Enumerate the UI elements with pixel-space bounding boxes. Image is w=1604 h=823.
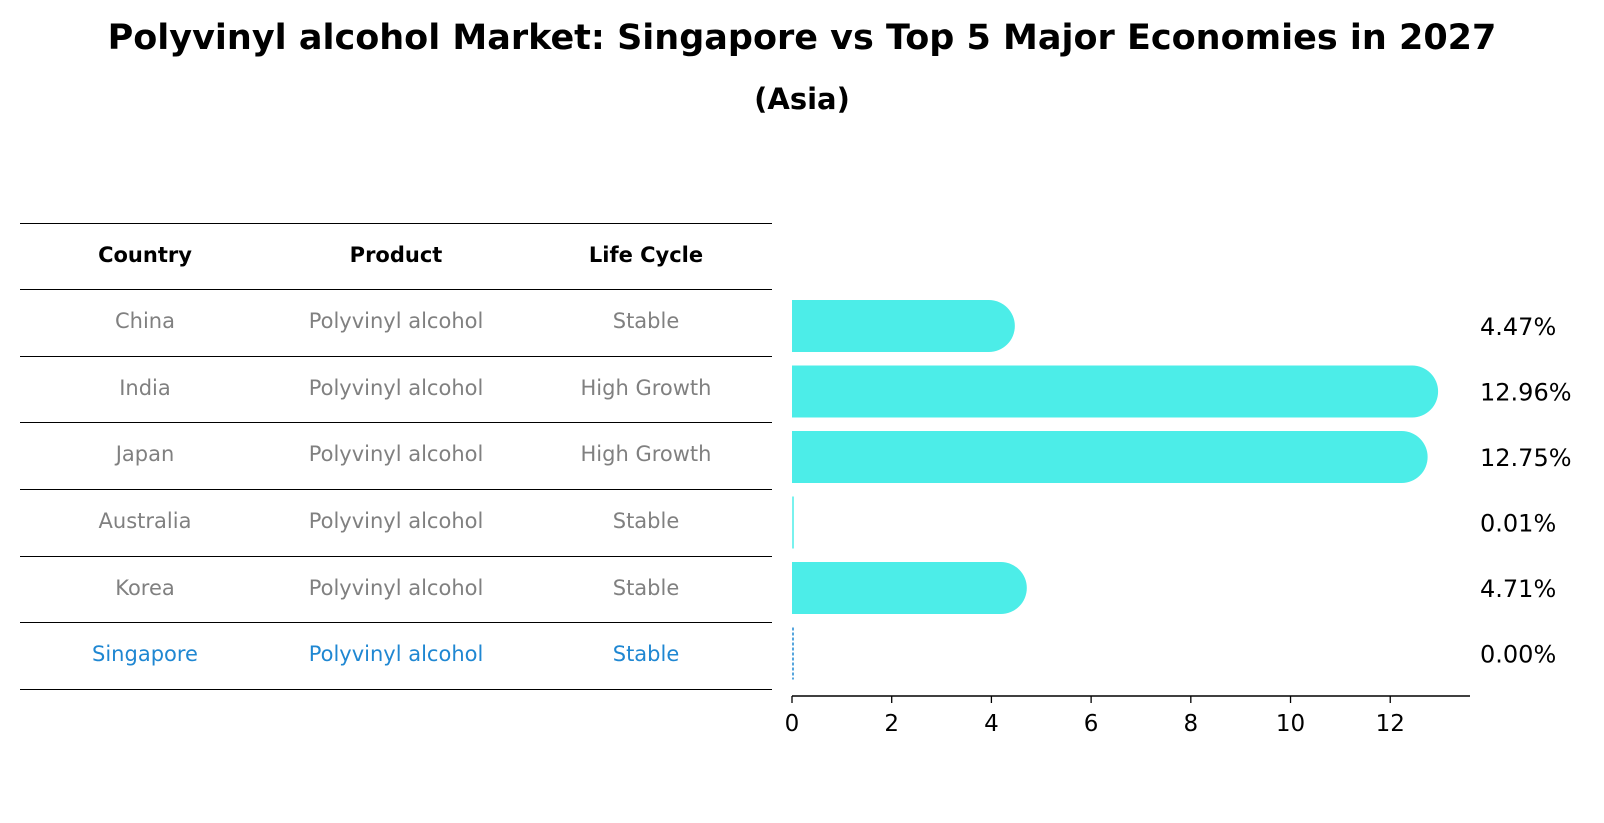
table-rule xyxy=(20,489,772,490)
table-cell-life-cycle: Stable xyxy=(612,309,680,333)
table-rule xyxy=(20,223,772,224)
table-rule xyxy=(20,356,772,357)
table-cell-country: China xyxy=(115,309,175,333)
table-cell-product: Polyvinyl alcohol xyxy=(308,376,484,400)
bar xyxy=(792,431,1428,483)
table-header-product: Product xyxy=(349,243,443,267)
bar-value-label: 12.75% xyxy=(1480,444,1572,472)
table-rule xyxy=(20,622,772,623)
chart-title: Polyvinyl alcohol Market: Singapore vs T… xyxy=(107,18,1497,58)
table-cell-life-cycle: Stable xyxy=(612,576,680,600)
table-cell-product: Polyvinyl alcohol xyxy=(308,642,484,666)
bar-value-label: 0.01% xyxy=(1480,510,1556,538)
x-tick-label: 10 xyxy=(1276,711,1305,737)
bar xyxy=(792,562,1027,614)
bar xyxy=(792,365,1439,418)
x-tick-label: 0 xyxy=(785,711,800,737)
table-cell-life-cycle: Stable xyxy=(612,642,680,666)
x-tick-label: 6 xyxy=(1084,711,1099,737)
table-cell-country: Korea xyxy=(115,576,175,600)
table-cell-product: Polyvinyl alcohol xyxy=(308,309,484,333)
table-cell-life-cycle: High Growth xyxy=(580,442,712,466)
table-header-life-cycle: Life Cycle xyxy=(588,243,704,267)
table-cell-product: Polyvinyl alcohol xyxy=(308,509,484,533)
x-tick-label: 2 xyxy=(884,711,899,737)
table-header-country: Country xyxy=(98,243,192,267)
table-cell-country: Japan xyxy=(115,442,175,466)
chart-subtitle: (Asia) xyxy=(754,82,850,116)
bar-value-label: 0.00% xyxy=(1480,641,1556,669)
x-tick-label: 8 xyxy=(1184,711,1199,737)
table-cell-product: Polyvinyl alcohol xyxy=(308,576,484,600)
table-cell-country: Australia xyxy=(98,509,192,533)
table-cell-product: Polyvinyl alcohol xyxy=(308,442,484,466)
table-rule xyxy=(20,689,772,690)
table-cell-life-cycle: Stable xyxy=(612,509,680,533)
table-rule xyxy=(20,289,772,290)
x-tick-label: 12 xyxy=(1376,711,1405,737)
bar-value-label: 4.47% xyxy=(1480,313,1556,341)
bar xyxy=(792,300,1015,352)
bar-value-label: 12.96% xyxy=(1480,379,1572,407)
table-cell-life-cycle: High Growth xyxy=(580,376,712,400)
x-tick-label: 4 xyxy=(984,711,999,737)
table-cell-country: India xyxy=(119,376,171,400)
table-rule xyxy=(20,556,772,557)
table-rule xyxy=(20,422,772,423)
bar-value-label: 4.71% xyxy=(1480,575,1556,603)
table-cell-country: Singapore xyxy=(92,642,198,666)
